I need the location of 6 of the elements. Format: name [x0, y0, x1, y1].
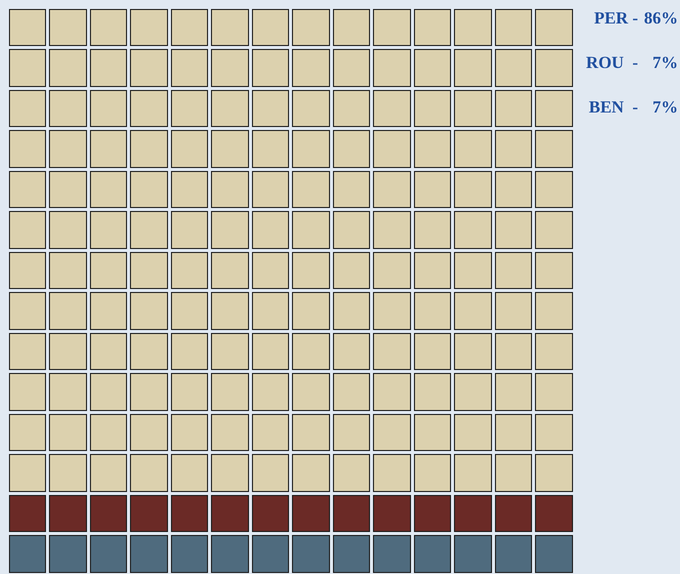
- data-label: 86%: [644, 8, 678, 28]
- category-label: PER -: [594, 8, 638, 28]
- category-label: BEN -: [588, 98, 638, 116]
- data-label: 7%: [652, 53, 678, 72]
- category-label: ROU -: [586, 53, 638, 72]
- data-label: 7%: [652, 98, 678, 116]
